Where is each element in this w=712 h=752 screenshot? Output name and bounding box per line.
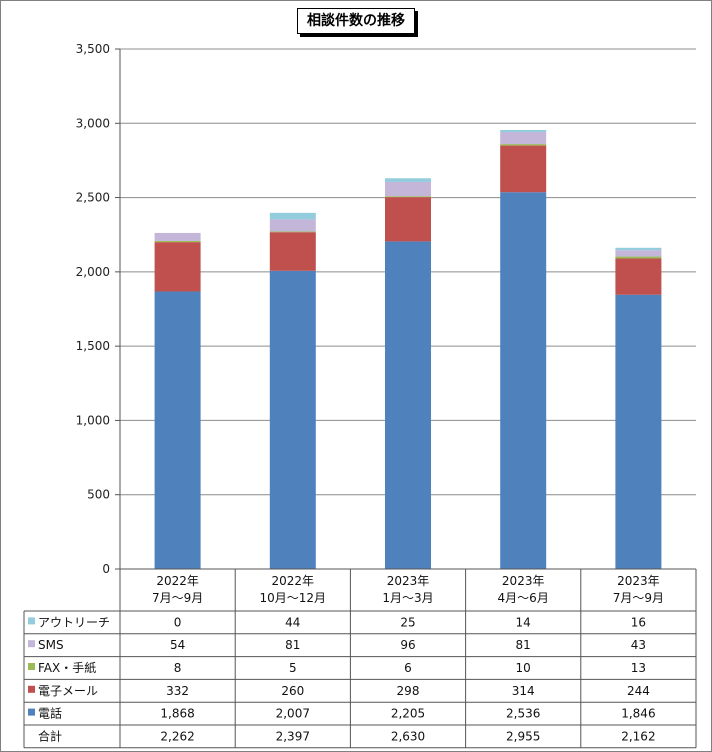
bar-segment — [500, 192, 547, 570]
bar-segment — [500, 145, 547, 193]
bar-segment — [154, 242, 201, 292]
legend-key — [28, 617, 35, 625]
legend-key — [28, 708, 35, 716]
legend-label: SMS — [38, 638, 64, 652]
table-cell-value: 244 — [627, 684, 650, 698]
bar-segment — [154, 240, 201, 243]
y-tick-label: 1,000 — [76, 413, 110, 427]
bar-segment — [385, 196, 431, 198]
x-category-label: 2023年 — [617, 574, 660, 588]
bar-segment — [615, 250, 662, 257]
bar-segment — [500, 132, 547, 145]
x-category-label: 7月～9月 — [613, 591, 664, 605]
table-cell-value: 25 — [400, 615, 415, 629]
x-category-label: 2022年 — [272, 574, 315, 588]
table-cell-value: 16 — [631, 615, 646, 629]
bar-segment — [154, 232, 201, 241]
bar-segment — [269, 232, 316, 271]
table-cell-value: 96 — [400, 638, 415, 652]
legend-label: アウトリーチ — [38, 615, 110, 629]
bar-segment — [385, 197, 431, 242]
table-cell-value: 332 — [166, 684, 189, 698]
legend-label: FAX・手紙 — [38, 660, 96, 675]
table-cell-value: 54 — [170, 638, 185, 652]
table-cell-value: 2,955 — [506, 729, 540, 743]
table-cell-value: 5 — [289, 661, 297, 675]
y-tick-label: 2,000 — [76, 265, 110, 279]
chart-title: 相談件数の推移 — [297, 8, 415, 34]
y-tick-label: 1,500 — [76, 339, 110, 353]
bar-segment — [269, 219, 316, 232]
table-cell-value: 81 — [516, 638, 531, 652]
table-cell-value: 14 — [516, 615, 531, 629]
table-cell-value: 1,846 — [621, 707, 655, 721]
table-cell-value: 2,205 — [391, 707, 425, 721]
x-category-label: 4月～6月 — [498, 591, 549, 605]
table-cell-value: 2,162 — [621, 729, 655, 743]
table-cell-value: 8 — [174, 661, 182, 675]
y-tick-label: 0 — [102, 562, 110, 576]
table-cell-value: 81 — [285, 638, 300, 652]
bar-segment — [269, 212, 316, 220]
x-category-label: 7月～9月 — [152, 591, 203, 605]
table-cell-value: 2,397 — [276, 729, 310, 743]
bar-segment — [154, 291, 201, 569]
y-tick-label: 500 — [87, 488, 110, 502]
table-cell-value: 2,007 — [276, 707, 310, 721]
x-category-label: 2023年 — [502, 574, 545, 588]
bar-segment — [385, 241, 431, 569]
y-tick-label: 2,500 — [76, 191, 110, 205]
legend-label: 電子メール — [38, 684, 98, 698]
bar-segment — [615, 258, 662, 295]
table-cell-value: 260 — [281, 684, 304, 698]
bar-segment — [385, 178, 431, 182]
legend-key — [28, 685, 35, 693]
bar-segment — [615, 294, 662, 569]
table-cell-value: 298 — [397, 684, 420, 698]
table-cell-value: 2,630 — [391, 729, 425, 743]
bar-segment — [500, 129, 547, 133]
table-cell-value: 43 — [631, 638, 646, 652]
y-tick-label: 3,000 — [76, 116, 110, 130]
x-category-label: 1月～3月 — [382, 591, 433, 605]
table-cell-value: 314 — [512, 684, 535, 698]
bar-segment — [269, 231, 316, 233]
table-cell-value: 13 — [631, 661, 646, 675]
table-cell-value: 10 — [516, 661, 531, 675]
table-cell-value: 2,262 — [160, 729, 194, 743]
bar-segment — [615, 247, 662, 251]
table-cell-value: 6 — [404, 661, 412, 675]
legend-label: 電話 — [38, 706, 62, 721]
table-total-label: 合計 — [38, 728, 62, 743]
table-cell-value: 1,868 — [160, 707, 194, 721]
table-cell-value: 0 — [174, 615, 182, 629]
bar-segment — [269, 270, 316, 569]
bar-segment — [500, 144, 547, 146]
x-category-label: 10月～12月 — [260, 591, 327, 605]
bar-segment — [615, 256, 662, 259]
table-cell-value: 2,536 — [506, 707, 540, 721]
bar-segment — [385, 181, 431, 197]
table-cell-value: 44 — [285, 615, 300, 629]
x-category-label: 2022年 — [156, 574, 199, 588]
y-tick-label: 3,500 — [76, 42, 110, 56]
legend-key — [28, 640, 35, 648]
legend-key — [28, 663, 35, 670]
x-category-label: 2023年 — [387, 574, 430, 588]
